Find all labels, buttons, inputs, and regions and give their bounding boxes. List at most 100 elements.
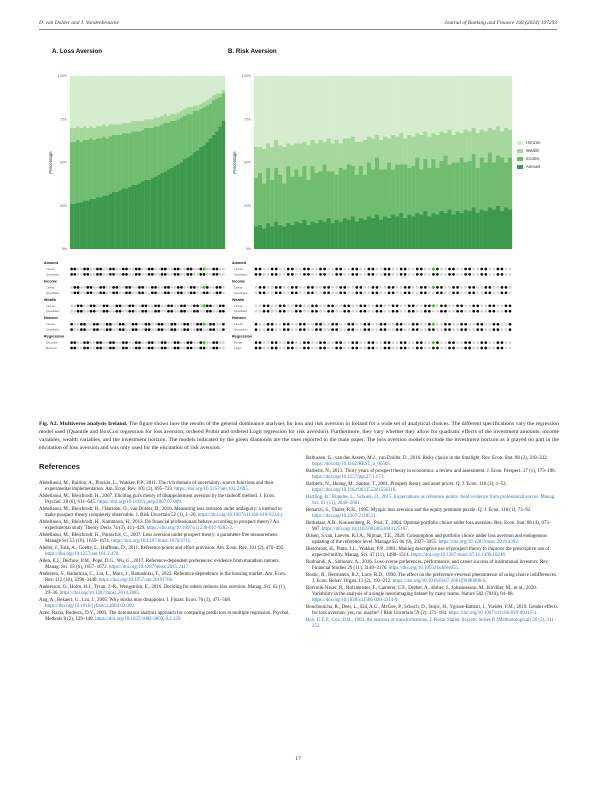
- spec-dot: [89, 267, 93, 271]
- spec-dot: [436, 291, 439, 295]
- reference-doi-link[interactable]: https://doi.org/10.1016/0167-2681(90)900…: [392, 579, 487, 585]
- spec-dot: [258, 309, 262, 313]
- spec-dot: [383, 291, 387, 295]
- reference-doi-link[interactable]: Box, G.E.P., Cox, D.R., 1964. An analysi…: [306, 618, 557, 630]
- spec-dot: [371, 291, 375, 295]
- bar-segment-wealth: [374, 134, 380, 158]
- panel-a-title: A. Loss Aversion: [52, 48, 103, 55]
- reference-doi-link[interactable]: https://doi.org/10.1016/j.joep.2007.07.0…: [97, 500, 183, 506]
- spec-dot: [186, 273, 190, 276]
- spec-group-label: Income: [44, 279, 57, 283]
- spec-dot: [444, 273, 447, 276]
- spec-dot: [419, 267, 423, 271]
- spec-dot: [186, 341, 190, 344]
- reference-doi-link[interactable]: https://doi.org/10.1257/jep.27.1.173.: [312, 475, 385, 481]
- spec-dot: [351, 286, 355, 289]
- spec-dot: [484, 346, 488, 350]
- reference-doi-link[interactable]: https://doi.org/10.1257/aer.20191766.: [98, 578, 174, 584]
- spec-dot: [76, 273, 80, 276]
- bar-segment-amount: [403, 217, 408, 249]
- reference-doi-link[interactable]: https://doi.org/10.1257/aer.101.2.695.: [174, 487, 249, 493]
- spec-dot: [199, 304, 203, 308]
- reference-doi-link[interactable]: https://doi.org/10.1287/mnsc.2019.3393.: [438, 540, 519, 546]
- spec-dot: [150, 273, 154, 276]
- reference-doi-link[interactable]: https://doi.org/10.1162/0034653043125167…: [321, 527, 409, 533]
- spec-dot: [415, 328, 419, 331]
- spec-dot: [112, 346, 115, 350]
- bar-segment-wealth: [124, 122, 129, 134]
- spec-dot: [432, 346, 435, 350]
- bar-segment-horizon: [166, 76, 171, 116]
- bar-segment-income: [350, 165, 355, 217]
- spec-dot: [154, 328, 157, 331]
- bar-segment-horizon: [302, 76, 307, 142]
- reference-doi-link[interactable]: https://doi.org/10.1037/1082-989X.8.2.12…: [95, 617, 182, 623]
- bar-segment-wealth: [202, 101, 206, 108]
- spec-dot: [488, 286, 492, 289]
- bar-segment-wealth: [298, 143, 303, 177]
- reference-doi-link[interactable]: Bartling, B., Brandes, L., Schunk, D., 2…: [306, 495, 556, 507]
- bar-segment-wealth: [342, 138, 347, 170]
- spec-dot: [96, 346, 99, 350]
- spec-dot: [472, 341, 476, 344]
- reference-doi-link[interactable]: https://doi.org/10.1287/mnsc.2014.2085.: [59, 591, 141, 597]
- bar-segment-wealth: [183, 108, 187, 116]
- spec-dot: [167, 304, 170, 308]
- spec-dot: [79, 304, 83, 308]
- reference-doi-link[interactable]: https://doi.org/10.1007/s11166-016-9234-…: [197, 513, 284, 519]
- spec-dot: [83, 309, 86, 313]
- bar-segment-income: [137, 131, 142, 184]
- spec-dot: [343, 328, 347, 331]
- reference-doi-link[interactable]: https://doi.org/10.1007/s11238-011-9282-…: [146, 526, 234, 532]
- spec-dot: [468, 273, 472, 276]
- spec-dot: [367, 309, 371, 313]
- spec-dot: [266, 341, 270, 344]
- reference-doi-link[interactable]: https://doi.org/10.1257/aer.101.2.470.: [45, 552, 120, 558]
- spec-dot: [118, 291, 122, 295]
- bar-segment-amount: [350, 216, 355, 249]
- spec-dot: [215, 346, 219, 350]
- reference-entry: Bouchouicha, R., Deer, L., Eid, A.G., Mc…: [306, 605, 558, 617]
- reference-doi-link[interactable]: https://doi.org/10.1162/003355301556310.: [312, 488, 397, 494]
- bar-segment-wealth: [443, 133, 448, 156]
- spec-dot: [311, 341, 314, 344]
- spec-dot: [351, 291, 355, 295]
- reference-doi-link[interactable]: https://doi.org/10.1093/rfs/hhw055.: [388, 566, 460, 572]
- bar-segment-wealth: [391, 134, 396, 170]
- reference-doi-link[interactable]: https://doi.org/10.2307/2118511.: [312, 514, 377, 520]
- spec-dot: [484, 322, 488, 326]
- bar-segment-wealth: [322, 141, 327, 165]
- reference-doi-link[interactable]: https://doi.org/10.1287/mnsc.1070.0711.: [111, 539, 192, 545]
- legend-label: Wealth: [526, 148, 540, 153]
- spec-dot: [403, 286, 407, 289]
- bar-segment-horizon: [451, 76, 456, 135]
- reference-doi-link[interactable]: https://doi.org/10.1287/mnsc.47.11.1498.…: [411, 553, 507, 559]
- reference-doi-link[interactable]: https://doi.org/10.1038/s41586-020-2314-…: [312, 598, 399, 604]
- spec-dot: [488, 341, 492, 344]
- bar-segment-wealth: [92, 127, 96, 141]
- spec-dot: [282, 346, 286, 350]
- reference-doi-link[interactable]: https://doi.org/10.1016/j.jfineco.2004.0…: [45, 604, 136, 610]
- references-column-right: Baltussen, G., van den Assem, M.J., van …: [306, 456, 558, 631]
- spec-dot: [444, 291, 447, 295]
- bar-segment-wealth: [212, 95, 216, 101]
- spec-dot: [125, 309, 128, 313]
- spec-row-label: Linear: [46, 304, 55, 308]
- reference-text: Bodnaruk, A., Simonov, A., 2016. Loss-av…: [306, 560, 549, 572]
- spec-dot: [428, 291, 431, 295]
- spec-dot: [399, 267, 403, 271]
- spec-dot: [440, 273, 443, 276]
- spec-dot: [262, 304, 266, 308]
- spec-dot: [92, 273, 96, 276]
- spec-dot: [492, 267, 496, 271]
- bar-segment-income: [443, 155, 448, 213]
- spec-dot: [456, 322, 459, 326]
- reference-doi-link[interactable]: https://doi.org/10.1162/REST_a_00505.: [312, 462, 392, 468]
- spec-dot: [411, 346, 415, 350]
- spec-dot: [343, 267, 347, 271]
- reference-doi-link[interactable]: https://doi.org/10.1287/mnsc.2015.2417.: [109, 565, 190, 571]
- reference-doi-link[interactable]: https://doi.org/10.1007/s11166-019-09315…: [448, 611, 538, 617]
- bar-segment-horizon: [423, 76, 428, 132]
- spec-dot: [419, 304, 423, 308]
- spec-dot: [468, 286, 472, 289]
